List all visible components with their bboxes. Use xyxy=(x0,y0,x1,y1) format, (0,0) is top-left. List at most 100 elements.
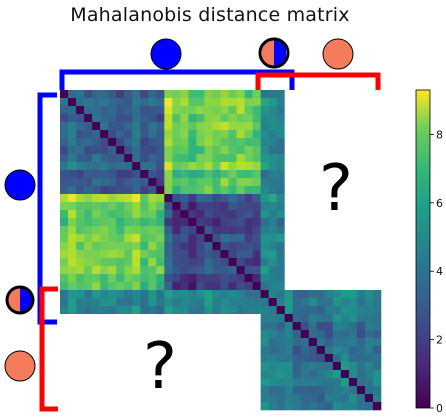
heatmap-cell xyxy=(364,370,374,379)
missing-cell xyxy=(372,106,382,115)
heatmap-cell xyxy=(140,218,149,227)
missing-cell xyxy=(340,106,350,115)
heatmap-cell xyxy=(76,298,85,307)
missing-cell xyxy=(300,274,310,283)
missing-cell xyxy=(348,98,358,107)
missing-cell xyxy=(244,378,253,387)
missing-cell xyxy=(364,90,374,99)
heatmap-cell xyxy=(372,290,382,299)
missing-cell xyxy=(236,354,245,363)
missing-cell xyxy=(284,202,294,211)
heatmap-cell xyxy=(220,218,229,227)
heatmap-cell xyxy=(260,346,269,355)
missing-cell xyxy=(372,90,382,99)
heatmap-cell xyxy=(252,178,261,187)
heatmap-cell xyxy=(332,402,342,411)
heatmap-cell xyxy=(348,378,358,387)
heatmap-cell xyxy=(268,242,277,251)
heatmap-cell xyxy=(92,274,101,283)
missing-cell xyxy=(332,98,342,107)
heatmap-cell xyxy=(220,226,229,235)
heatmap-cell xyxy=(148,250,157,259)
missing-cell xyxy=(228,402,237,411)
missing-cell xyxy=(228,338,237,347)
missing-cell xyxy=(340,114,350,123)
missing-cell xyxy=(364,186,374,195)
heatmap-cell xyxy=(68,218,77,227)
missing-cell xyxy=(324,234,334,243)
heatmap-cell xyxy=(372,322,382,331)
heatmap-cell xyxy=(108,298,117,307)
heatmap-cell xyxy=(348,330,358,339)
missing-cell xyxy=(100,322,109,331)
heatmap-cell xyxy=(204,194,213,203)
heatmap-cell xyxy=(60,122,69,131)
heatmap-cell xyxy=(116,130,125,139)
heatmap-cell xyxy=(276,130,286,139)
heatmap-cell xyxy=(348,314,358,323)
missing-cell xyxy=(244,370,253,379)
missing-cell xyxy=(100,330,109,339)
heatmap-cell xyxy=(68,106,77,115)
heatmap-cell xyxy=(228,178,237,187)
missing-cell xyxy=(292,130,302,139)
heatmap-cell xyxy=(204,138,213,147)
heatmap-cell xyxy=(220,242,229,251)
heatmap-cell xyxy=(188,234,197,243)
heatmap-cell xyxy=(228,170,237,179)
heatmap-cell xyxy=(148,170,157,179)
heatmap-cell xyxy=(220,258,229,267)
heatmap-cell xyxy=(300,330,310,339)
missing-cell xyxy=(308,194,318,203)
heatmap-cell xyxy=(92,226,101,235)
missing-cell xyxy=(140,322,149,331)
missing-cell xyxy=(364,178,374,187)
heatmap-cell xyxy=(140,274,149,283)
heatmap-cell xyxy=(180,282,189,291)
heatmap-cell xyxy=(300,354,310,363)
missing-cell xyxy=(204,378,213,387)
missing-cell xyxy=(188,338,197,347)
heatmap-cell xyxy=(276,306,286,315)
heatmap-cell xyxy=(180,122,189,131)
missing-cell xyxy=(92,346,101,355)
missing-cell xyxy=(308,226,318,235)
heatmap-cell xyxy=(196,226,205,235)
heatmap-cell xyxy=(316,330,326,339)
heatmap-cell xyxy=(84,154,93,163)
missing-cell xyxy=(300,226,310,235)
missing-cell xyxy=(236,386,245,395)
heatmap-cell xyxy=(116,298,125,307)
missing-cell xyxy=(140,370,149,379)
missing-cell xyxy=(228,386,237,395)
heatmap-cell xyxy=(68,138,77,147)
heatmap-cell xyxy=(332,370,342,379)
heatmap-cell xyxy=(244,290,253,299)
heatmap-cell xyxy=(236,202,245,211)
heatmap-cell xyxy=(124,178,133,187)
heatmap-cell xyxy=(316,370,326,379)
missing-cell xyxy=(340,282,350,291)
heatmap-cell xyxy=(244,202,253,211)
heatmap-cell xyxy=(324,378,334,387)
missing-cell xyxy=(132,346,141,355)
missing-cell xyxy=(124,370,133,379)
missing-cell xyxy=(92,370,101,379)
missing-cell xyxy=(236,402,245,411)
missing-cell xyxy=(300,258,310,267)
heatmap-cell xyxy=(164,266,173,275)
heatmap-cell xyxy=(92,290,101,299)
heatmap-cell xyxy=(76,306,85,315)
colorbar-tick-label: 4 xyxy=(436,265,443,278)
heatmap-cell xyxy=(140,162,149,171)
missing-cell xyxy=(308,234,318,243)
heatmap-cell xyxy=(332,362,342,371)
missing-cell xyxy=(324,194,334,203)
heatmap-cell xyxy=(244,242,253,251)
heatmap-cell xyxy=(228,290,237,299)
missing-cell xyxy=(340,162,350,171)
heatmap-cell xyxy=(188,114,197,123)
heatmap-cell xyxy=(212,266,221,275)
missing-cell xyxy=(372,122,382,131)
heatmap-cell xyxy=(116,306,125,315)
